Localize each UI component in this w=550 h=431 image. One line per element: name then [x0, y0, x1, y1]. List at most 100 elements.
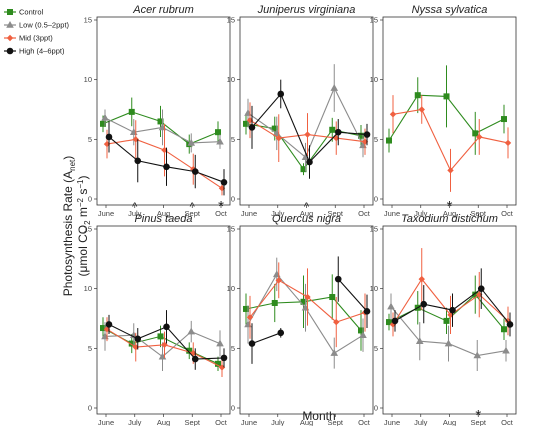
data-point	[248, 124, 256, 131]
data-point	[246, 314, 254, 321]
x-tick-label: Aug	[443, 418, 456, 426]
data-point	[157, 118, 164, 125]
y-tick-label: 15	[84, 16, 92, 25]
y-tick-label: 0	[374, 404, 378, 413]
data-point	[414, 92, 421, 99]
data-point	[161, 146, 168, 154]
panel-title: Pinus taeda	[134, 213, 192, 225]
data-point	[501, 116, 507, 123]
data-point	[216, 339, 224, 347]
data-point	[306, 158, 313, 166]
x-tick-label: June	[384, 418, 400, 426]
data-point	[218, 364, 226, 371]
data-point	[191, 355, 199, 363]
data-point	[334, 275, 342, 283]
data-point	[330, 349, 339, 356]
x-tick-label: June	[98, 209, 114, 218]
data-point	[163, 323, 170, 331]
legend-label: High (4–6ppt)	[19, 47, 65, 56]
data-point	[330, 84, 339, 91]
significance-mark: ^	[190, 201, 196, 213]
x-tick-label: July	[414, 209, 428, 218]
x-tick-label: Sept	[471, 209, 487, 218]
panel-title: Acer rubrum	[132, 4, 194, 16]
data-point	[244, 320, 252, 328]
data-point	[100, 120, 106, 127]
panel-taxodium-distichum: Taxodium distichum 0 5 10 15 June July Aug Sept O…	[370, 213, 517, 427]
panel-acer-rubrum: Acer rubrum 0 5 10 15 June July Aug Sept Oct ^ ^ *	[84, 4, 231, 218]
x-tick-label: Sept	[185, 209, 201, 218]
data-point	[443, 317, 450, 324]
significance-mark: ^	[304, 201, 310, 213]
y-tick-label: 10	[84, 75, 92, 84]
data-point	[300, 166, 307, 173]
significance-mark: ^	[132, 201, 138, 213]
x-tick-label: July	[271, 209, 285, 218]
x-tick-label: Oct	[215, 418, 228, 426]
y-tick-label: 10	[370, 284, 378, 293]
data-point	[105, 133, 113, 141]
x-tick-label: Aug	[300, 418, 313, 426]
series-low	[387, 293, 510, 372]
data-point	[418, 275, 425, 283]
data-point	[272, 270, 281, 278]
data-point	[329, 294, 336, 301]
data-point	[334, 128, 342, 136]
series-mid	[389, 95, 512, 192]
data-point	[191, 168, 199, 175]
y-tick-label: 5	[374, 135, 378, 144]
x-tick-label: Oct	[358, 209, 371, 218]
data-point	[186, 347, 193, 354]
data-point	[271, 125, 278, 132]
data-point	[220, 354, 228, 362]
legend-marker	[6, 47, 14, 55]
data-point	[473, 351, 482, 359]
y-tick-label: 0	[231, 404, 235, 413]
x-tick-label: June	[98, 418, 114, 426]
data-point	[248, 340, 256, 347]
legend-entry: Control	[4, 8, 44, 17]
data-point	[418, 106, 425, 113]
y-tick-label: 5	[374, 344, 378, 353]
data-point	[359, 331, 367, 339]
legend-entry: High (4–6ppt)	[4, 47, 65, 56]
series-mid	[389, 248, 512, 337]
data-point	[220, 178, 228, 186]
data-point	[449, 306, 456, 314]
legend-label: Mid (3ppt)	[19, 34, 53, 43]
y-tick-label: 5	[231, 344, 235, 353]
data-point	[275, 277, 282, 284]
y-tick-label: 15	[84, 225, 92, 234]
x-tick-label: Aug	[157, 418, 170, 426]
x-tick-label: July	[271, 418, 285, 426]
data-point	[304, 131, 311, 138]
data-point	[215, 360, 221, 367]
data-point	[187, 327, 196, 335]
data-point	[101, 113, 109, 121]
series-control	[386, 65, 507, 155]
data-point	[244, 109, 252, 116]
panel-frame	[239, 225, 374, 415]
legend-marker	[7, 9, 13, 15]
data-point	[358, 132, 364, 139]
data-point	[476, 133, 483, 141]
x-tick-label: June	[241, 209, 257, 218]
y-tick-label: 10	[227, 284, 235, 293]
x-tick-label: Aug	[157, 209, 170, 218]
y-tick-label: 10	[370, 75, 378, 84]
series-control	[100, 97, 221, 154]
data-point	[415, 337, 424, 344]
data-point	[128, 340, 135, 347]
series-control	[243, 274, 364, 351]
y-tick-label: 5	[88, 344, 92, 353]
data-point	[443, 93, 450, 100]
y-tick-label: 5	[231, 135, 235, 144]
legend-marker	[6, 21, 14, 28]
x-tick-label: Sept	[328, 209, 344, 218]
panel-pinus-taeda: Pinus taeda 0 5 10 15 June July Aug Sept Oct	[84, 213, 231, 427]
y-tick-label: 0	[88, 195, 92, 204]
x-tick-label: Sept	[185, 418, 201, 426]
data-point	[275, 134, 282, 142]
data-point	[506, 321, 514, 328]
